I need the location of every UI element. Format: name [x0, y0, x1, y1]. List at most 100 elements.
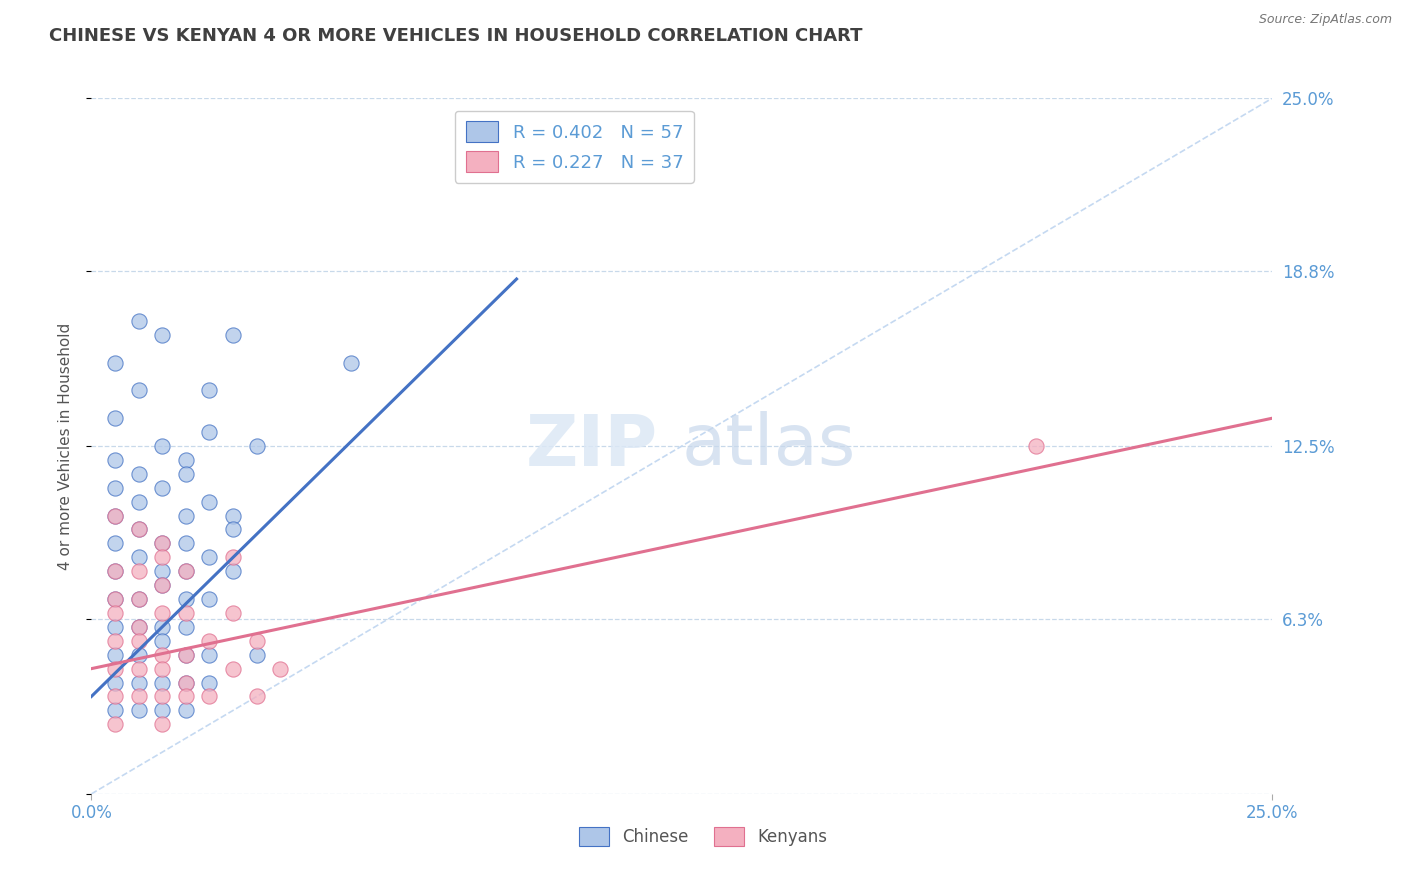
Point — [104, 675, 127, 690]
Point — [174, 508, 197, 523]
Point — [104, 690, 127, 704]
Point — [128, 662, 150, 676]
Point — [104, 633, 127, 648]
Point — [198, 633, 221, 648]
Point — [128, 633, 150, 648]
Point — [128, 620, 150, 634]
Point — [174, 564, 197, 578]
Point — [174, 675, 197, 690]
Point — [246, 439, 269, 453]
Point — [104, 453, 127, 467]
Point — [222, 564, 245, 578]
Point — [150, 606, 173, 620]
Point — [128, 690, 150, 704]
Point — [174, 606, 197, 620]
Point — [128, 703, 150, 717]
Point — [150, 536, 173, 550]
Point — [104, 648, 127, 662]
Point — [150, 662, 173, 676]
Point — [150, 564, 173, 578]
Point — [128, 314, 150, 328]
Point — [150, 648, 173, 662]
Point — [174, 648, 197, 662]
Legend: Chinese, Kenyans: Chinese, Kenyans — [572, 820, 834, 853]
Point — [128, 592, 150, 607]
Point — [198, 425, 221, 439]
Point — [150, 578, 173, 592]
Point — [128, 648, 150, 662]
Point — [104, 662, 127, 676]
Point — [269, 662, 291, 676]
Point — [222, 523, 245, 537]
Point — [104, 592, 127, 607]
Point — [198, 675, 221, 690]
Point — [222, 606, 245, 620]
Point — [150, 439, 173, 453]
Point — [150, 578, 173, 592]
Point — [104, 620, 127, 634]
Point — [128, 523, 150, 537]
Point — [246, 690, 269, 704]
Point — [104, 564, 127, 578]
Point — [128, 494, 150, 508]
Point — [104, 606, 127, 620]
Point — [246, 633, 269, 648]
Point — [174, 467, 197, 481]
Point — [128, 564, 150, 578]
Point — [128, 620, 150, 634]
Point — [104, 481, 127, 495]
Point — [222, 508, 245, 523]
Point — [128, 550, 150, 565]
Point — [128, 523, 150, 537]
Point — [104, 717, 127, 731]
Point — [174, 620, 197, 634]
Text: CHINESE VS KENYAN 4 OR MORE VEHICLES IN HOUSEHOLD CORRELATION CHART: CHINESE VS KENYAN 4 OR MORE VEHICLES IN … — [49, 27, 863, 45]
Point — [150, 327, 173, 342]
Legend: R = 0.402   N = 57, R = 0.227   N = 37: R = 0.402 N = 57, R = 0.227 N = 37 — [454, 111, 695, 183]
Y-axis label: 4 or more Vehicles in Household: 4 or more Vehicles in Household — [58, 322, 73, 570]
Point — [198, 592, 221, 607]
Point — [128, 467, 150, 481]
Point — [174, 453, 197, 467]
Point — [174, 564, 197, 578]
Point — [104, 508, 127, 523]
Point — [174, 675, 197, 690]
Point — [174, 703, 197, 717]
Point — [128, 675, 150, 690]
Point — [198, 384, 221, 398]
Text: atlas: atlas — [682, 411, 856, 481]
Point — [150, 703, 173, 717]
Point — [128, 592, 150, 607]
Point — [174, 648, 197, 662]
Point — [150, 675, 173, 690]
Point — [104, 355, 127, 369]
Point — [150, 481, 173, 495]
Point — [174, 592, 197, 607]
Point — [198, 494, 221, 508]
Point — [104, 564, 127, 578]
Point — [150, 633, 173, 648]
Point — [104, 536, 127, 550]
Point — [150, 690, 173, 704]
Point — [340, 355, 363, 369]
Point — [222, 327, 245, 342]
Point — [222, 550, 245, 565]
Point — [174, 690, 197, 704]
Point — [104, 703, 127, 717]
Point — [150, 717, 173, 731]
Point — [222, 662, 245, 676]
Point — [128, 384, 150, 398]
Point — [1025, 439, 1047, 453]
Point — [104, 508, 127, 523]
Point — [104, 592, 127, 607]
Point — [150, 550, 173, 565]
Point — [150, 536, 173, 550]
Point — [104, 411, 127, 425]
Text: Source: ZipAtlas.com: Source: ZipAtlas.com — [1258, 13, 1392, 27]
Point — [174, 536, 197, 550]
Point — [198, 690, 221, 704]
Point — [198, 550, 221, 565]
Point — [150, 620, 173, 634]
Point — [198, 648, 221, 662]
Text: ZIP: ZIP — [526, 411, 658, 481]
